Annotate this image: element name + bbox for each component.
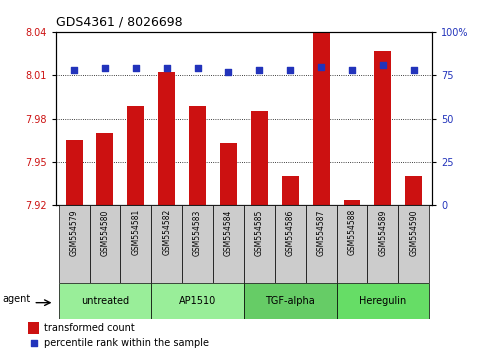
Bar <box>58 205 89 283</box>
Bar <box>368 205 398 283</box>
Bar <box>189 105 206 205</box>
Text: GSM554590: GSM554590 <box>409 209 418 256</box>
Text: GSM554587: GSM554587 <box>317 209 326 256</box>
Bar <box>28 322 40 334</box>
Bar <box>306 205 337 283</box>
Text: GDS4361 / 8026698: GDS4361 / 8026698 <box>56 15 182 28</box>
Bar <box>282 176 298 205</box>
Bar <box>128 105 144 205</box>
Text: GSM554583: GSM554583 <box>193 209 202 256</box>
Bar <box>374 51 391 205</box>
Text: GSM554588: GSM554588 <box>347 209 356 256</box>
Bar <box>244 283 337 319</box>
Bar <box>220 143 237 205</box>
Text: transformed count: transformed count <box>44 322 134 332</box>
Bar <box>58 283 151 319</box>
Text: untreated: untreated <box>81 296 129 306</box>
Bar <box>313 32 329 205</box>
Point <box>132 65 140 71</box>
Bar <box>244 205 275 283</box>
Point <box>163 65 170 71</box>
Text: GSM554589: GSM554589 <box>378 209 387 256</box>
Text: GSM554585: GSM554585 <box>255 209 264 256</box>
Point <box>194 65 201 71</box>
Bar <box>97 133 114 205</box>
Point <box>101 65 109 71</box>
Bar <box>337 205 368 283</box>
Bar <box>398 205 429 283</box>
Text: agent: agent <box>3 294 31 304</box>
Text: GSM554586: GSM554586 <box>286 209 295 256</box>
Point <box>70 67 78 73</box>
Bar <box>275 205 306 283</box>
Point <box>328 268 336 274</box>
Point <box>256 67 263 73</box>
Bar <box>182 205 213 283</box>
Text: Heregulin: Heregulin <box>359 296 407 306</box>
Bar <box>337 283 429 319</box>
Bar <box>151 205 182 283</box>
Bar <box>89 205 120 283</box>
Text: GSM554584: GSM554584 <box>224 209 233 256</box>
Point <box>379 62 387 68</box>
Point <box>286 67 294 73</box>
Bar <box>66 140 83 205</box>
Bar <box>213 205 244 283</box>
Bar <box>405 176 422 205</box>
Text: AP1510: AP1510 <box>179 296 216 306</box>
Point <box>317 64 325 69</box>
Point <box>348 67 356 73</box>
Text: GSM554581: GSM554581 <box>131 209 141 256</box>
Bar <box>120 205 151 283</box>
Bar <box>251 112 268 205</box>
Point <box>410 67 418 73</box>
Text: GSM554582: GSM554582 <box>162 209 171 256</box>
Text: GSM554579: GSM554579 <box>70 209 79 256</box>
Bar <box>151 283 244 319</box>
Bar <box>343 200 360 205</box>
Text: GSM554580: GSM554580 <box>100 209 110 256</box>
Text: percentile rank within the sample: percentile rank within the sample <box>44 338 209 348</box>
Point <box>225 69 232 75</box>
Bar <box>158 72 175 205</box>
Text: TGF-alpha: TGF-alpha <box>265 296 315 306</box>
